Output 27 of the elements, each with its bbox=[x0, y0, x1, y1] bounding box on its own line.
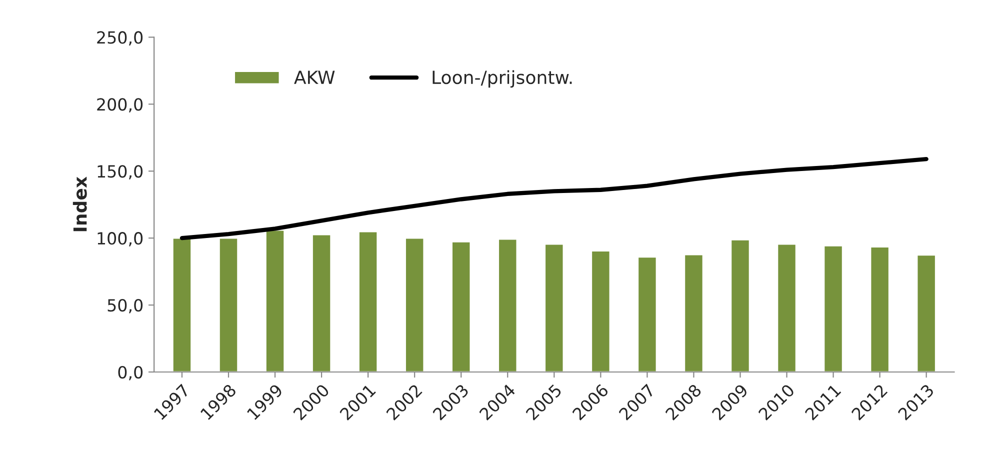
y-tick-label: 250,0 bbox=[97, 31, 143, 46]
bar bbox=[358, 230, 378, 372]
bar bbox=[218, 237, 239, 372]
legend-label: AKW bbox=[294, 70, 335, 84]
legend-label: Loon-/prijsontw. bbox=[432, 70, 572, 88]
bar bbox=[684, 254, 704, 372]
y-tick-label: 50,0 bbox=[108, 299, 143, 314]
bar bbox=[404, 237, 425, 372]
line-series bbox=[180, 156, 928, 240]
y-tick-label: 150,0 bbox=[98, 165, 143, 180]
bar bbox=[265, 229, 286, 372]
y-axis-title: Index bbox=[72, 176, 87, 232]
y-tick-label: 0,0 bbox=[118, 366, 143, 380]
y-tick-label: 100,0 bbox=[98, 232, 143, 246]
bar bbox=[451, 241, 472, 372]
bar bbox=[776, 243, 797, 372]
bar bbox=[730, 238, 750, 372]
bar bbox=[823, 245, 844, 372]
bar bbox=[498, 238, 518, 372]
bar bbox=[870, 246, 890, 372]
y-tick-label: 200,0 bbox=[97, 98, 143, 112]
bar bbox=[590, 250, 611, 372]
bar bbox=[916, 254, 936, 372]
bar bbox=[312, 234, 332, 372]
bar bbox=[637, 256, 658, 372]
bar bbox=[544, 243, 564, 372]
bar bbox=[172, 237, 192, 372]
